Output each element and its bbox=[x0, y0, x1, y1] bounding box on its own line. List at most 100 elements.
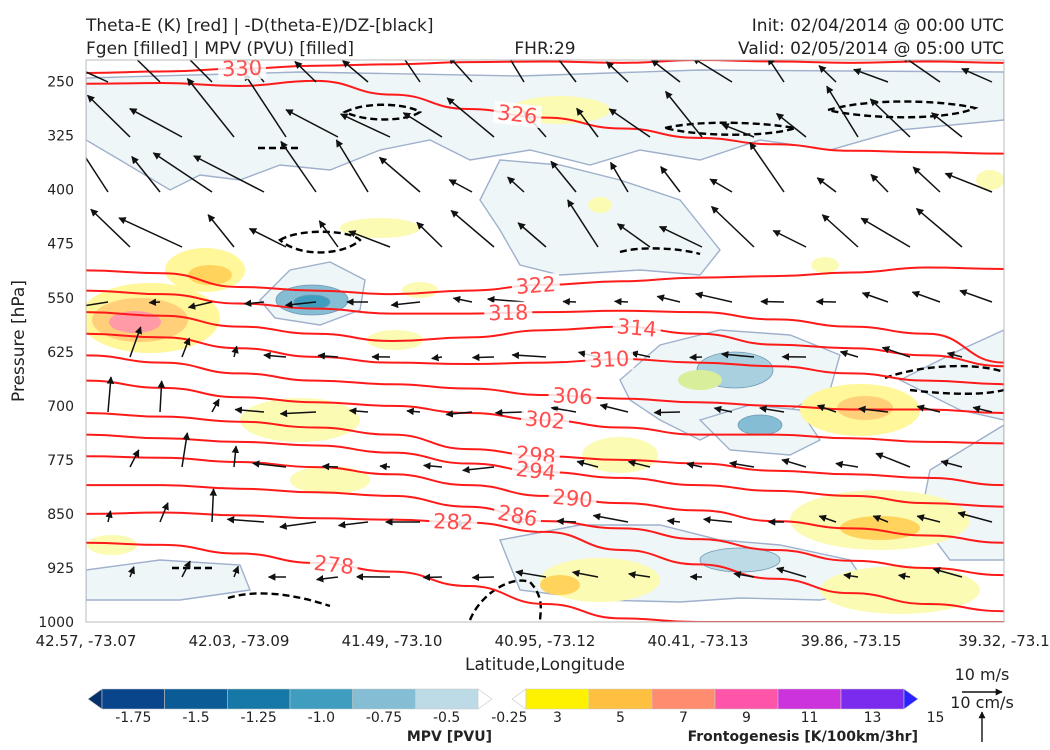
wind-vector bbox=[86, 71, 109, 83]
fgen-region bbox=[402, 282, 438, 298]
x-tick-label: 40.95, -73.12 bbox=[495, 632, 596, 650]
wind-vector bbox=[940, 459, 963, 468]
fgen-region bbox=[340, 218, 420, 238]
wind-vector bbox=[131, 156, 161, 193]
wind-vector bbox=[471, 353, 495, 362]
fgen-fill-layer bbox=[86, 96, 1004, 614]
wind-vector bbox=[946, 351, 963, 359]
wind-vector bbox=[390, 300, 421, 309]
wind-vector bbox=[321, 462, 339, 471]
mpv-region bbox=[86, 69, 1004, 191]
wind-vector bbox=[379, 462, 391, 471]
wind-vector bbox=[915, 207, 963, 248]
wind-vector bbox=[932, 567, 963, 578]
wind-vector bbox=[157, 380, 166, 413]
y-tick-label: 475 bbox=[47, 237, 74, 253]
wind-vector bbox=[317, 352, 339, 360]
theta-e-contour-label: 310 bbox=[589, 347, 630, 373]
x-tick-label: 42.57, -73.07 bbox=[36, 632, 137, 650]
wind-vector bbox=[839, 350, 859, 358]
theta-e-contour-label: 326 bbox=[496, 100, 539, 128]
wind-vector bbox=[826, 85, 859, 138]
wind-vector bbox=[315, 575, 339, 583]
mpv-colorbar-tick: -1.25 bbox=[241, 710, 277, 726]
wind-vector bbox=[869, 98, 911, 138]
fgen-colorbar-cell bbox=[903, 688, 919, 710]
wind-vector bbox=[818, 65, 837, 83]
wind-vector bbox=[294, 61, 317, 83]
wind-vector bbox=[243, 72, 287, 138]
title-line-1: Theta-E (K) [red] | -D(theta-E)/DZ-[blac… bbox=[85, 16, 434, 36]
wind-vector bbox=[818, 514, 837, 523]
wind-vector bbox=[767, 60, 785, 83]
wind-vector bbox=[665, 90, 703, 138]
y-tick-label: 250 bbox=[47, 75, 74, 91]
wind-vector bbox=[452, 295, 473, 304]
wind-vector bbox=[279, 521, 317, 530]
wind-vector bbox=[843, 572, 859, 580]
fgen-colorbar-tick: 9 bbox=[742, 710, 751, 726]
mpv-colorbar-tick: -0.5 bbox=[433, 710, 460, 726]
wind-vector bbox=[567, 199, 599, 248]
wind-vector bbox=[487, 295, 525, 304]
fgen-region bbox=[540, 575, 580, 595]
y-tick-label: 400 bbox=[47, 183, 74, 199]
theta-e-contour-label: 306 bbox=[552, 383, 593, 409]
mpv-core bbox=[699, 547, 781, 573]
wind-vector bbox=[515, 569, 547, 578]
theta-e-label-background bbox=[548, 384, 598, 409]
wind-vector bbox=[720, 350, 755, 359]
x-axis-label: Latitude,Longitude bbox=[465, 655, 625, 675]
theta-e-label-background bbox=[492, 100, 543, 129]
mpv-colorbar-cell bbox=[101, 688, 165, 710]
wind-vector bbox=[599, 403, 629, 413]
theta-e-contours bbox=[86, 60, 1004, 622]
wind-vector bbox=[181, 432, 190, 468]
wind-vector bbox=[446, 97, 495, 138]
wind-vector bbox=[189, 60, 213, 83]
fgen-colorbar-cell bbox=[840, 688, 905, 710]
x-axis-ticks: 42.57, -73.07 42.03, -73.09 41.49, -73.10 4… bbox=[36, 632, 1050, 650]
wind-vector bbox=[749, 141, 785, 193]
wind-vector bbox=[337, 520, 369, 529]
theta-e-contour-line bbox=[86, 79, 1004, 155]
wind-vector bbox=[721, 123, 755, 138]
wind-vector bbox=[86, 301, 109, 307]
wind-vector bbox=[181, 337, 191, 358]
wind-vector bbox=[709, 178, 733, 193]
stability-contour bbox=[664, 121, 800, 136]
fgen-colorbar-tick: 3 bbox=[553, 710, 562, 726]
fgen-colorbar: 3 5 7 9 11 13 15 Frontogenesis [K/100km/3hr] bbox=[511, 688, 944, 745]
wind-vector bbox=[181, 560, 191, 578]
wind-vector bbox=[335, 139, 369, 193]
wind-vector bbox=[105, 510, 113, 523]
fgen-colorbar-cell bbox=[588, 688, 653, 710]
wind-vector bbox=[759, 405, 785, 413]
y-tick-label: 925 bbox=[47, 561, 74, 577]
wind-vector bbox=[870, 173, 889, 193]
x-tick-label: 42.03, -73.09 bbox=[189, 632, 290, 650]
theta-e-label-background bbox=[491, 500, 544, 532]
wind-vector bbox=[127, 566, 135, 578]
wind-vector bbox=[781, 458, 807, 468]
fgen-region bbox=[582, 437, 658, 473]
wind-vector bbox=[556, 517, 577, 526]
wind-vector bbox=[251, 460, 287, 468]
wind-vector bbox=[186, 78, 235, 138]
wind-vector bbox=[650, 60, 681, 83]
wind-vector bbox=[609, 161, 629, 193]
wind-vector bbox=[931, 112, 963, 138]
wind-vector bbox=[875, 452, 911, 468]
wind-vector bbox=[576, 459, 599, 468]
theta-e-label-background bbox=[520, 407, 570, 434]
wind-vector bbox=[605, 61, 629, 83]
theta-e-label-background bbox=[584, 347, 634, 372]
theta-e-contour-label: 314 bbox=[616, 314, 658, 342]
wind-vector bbox=[713, 405, 733, 414]
fgen-region bbox=[820, 566, 980, 614]
mpv-colorbar-cell bbox=[87, 688, 103, 710]
wind-vector bbox=[187, 301, 213, 310]
fgen-region bbox=[678, 370, 722, 390]
wind-vector bbox=[613, 297, 629, 306]
